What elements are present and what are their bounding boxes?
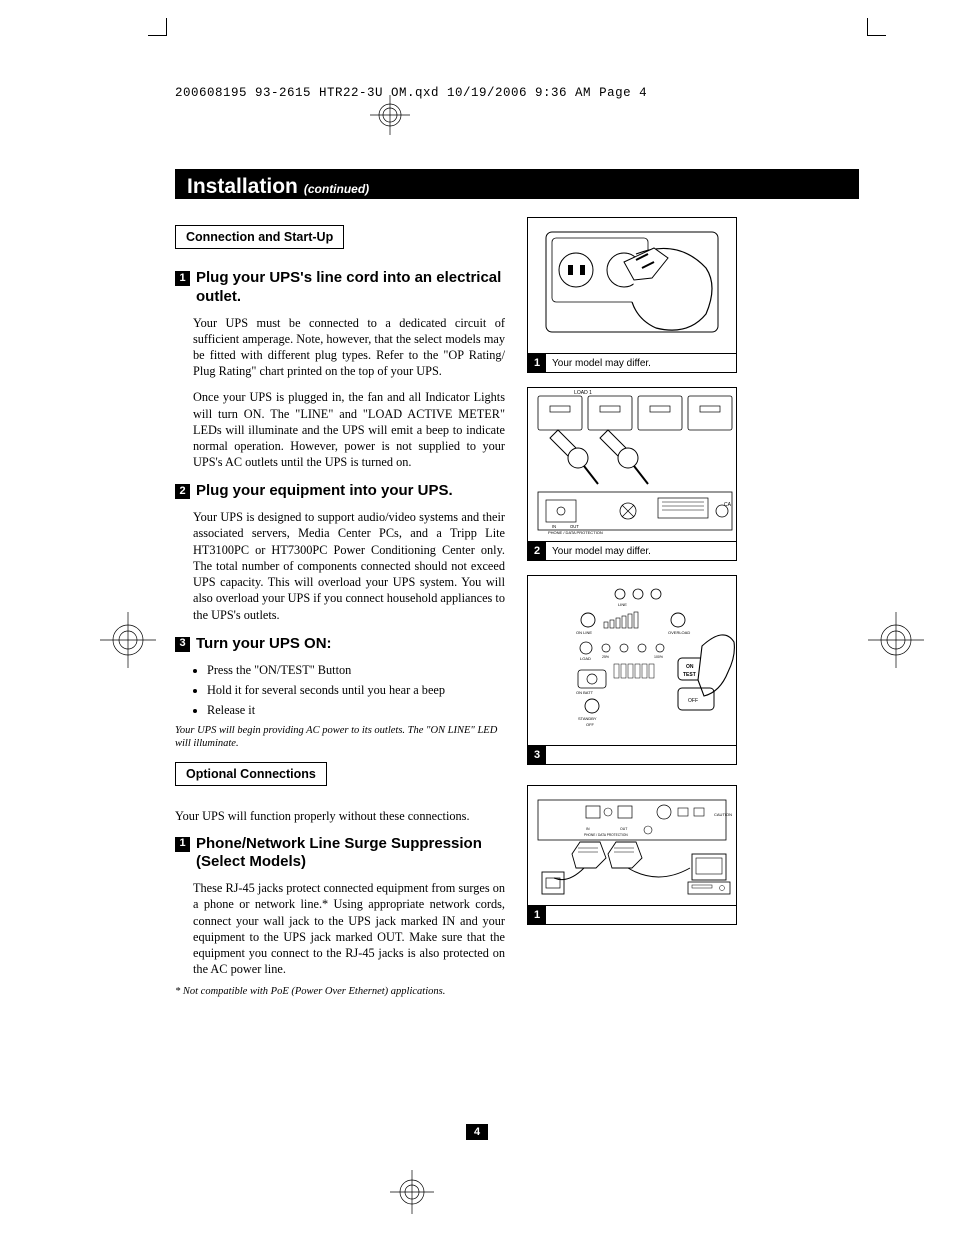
figure-number-badge: 1 <box>528 906 546 924</box>
step-2-para: Your UPS is designed to support audio/vi… <box>193 509 505 623</box>
figure-3-illustration: LINE ON LINE OVERLOAD <box>528 576 736 740</box>
figure-number-badge: 3 <box>528 746 546 764</box>
opt-1-title: Phone/Network Line Surge Suppression (Se… <box>196 835 505 873</box>
figure-1-caption: 1 Your model may differ. <box>528 353 736 372</box>
figure-2-caption: 2 Your model may differ. <box>528 541 736 560</box>
step-number-badge: 1 <box>175 837 190 852</box>
svg-text:PHONE / DATA PROTECTION: PHONE / DATA PROTECTION <box>548 530 603 535</box>
section-header-bar: Installation (continued) <box>175 169 859 199</box>
step-1-para-1: Your UPS must be connected to a dedicate… <box>193 315 505 380</box>
optional-intro: Your UPS will function properly without … <box>175 808 505 824</box>
figure-opt-1-caption: 1 <box>528 905 736 924</box>
bullet-item: Press the "ON/TEST" Button <box>207 662 505 678</box>
step-number-badge: 2 <box>175 484 190 499</box>
step-number-badge: 1 <box>175 271 190 286</box>
svg-text:OFF: OFF <box>586 722 595 727</box>
subhead-connection: Connection and Start-Up <box>175 225 344 249</box>
svg-text:IN: IN <box>586 827 590 831</box>
svg-text:CAUTION: CAUTION <box>714 812 732 817</box>
registration-mark-icon <box>100 612 156 668</box>
step-3-fineprint: Your UPS will begin providing AC power t… <box>175 724 505 750</box>
bullet-item: Release it <box>207 702 505 718</box>
step-number-badge: 3 <box>175 637 190 652</box>
figure-2-illustration: LOAD 1 <box>528 388 736 536</box>
svg-text:TEST: TEST <box>683 672 696 678</box>
figure-caption-text: Your model may differ. <box>546 546 651 557</box>
figure-opt-1: CAUTION IN OUT PHONE / DATA PROTECTION <box>527 785 737 925</box>
svg-text:OUT: OUT <box>570 524 579 529</box>
registration-mark-icon <box>868 612 924 668</box>
svg-text:100%: 100% <box>654 655 663 659</box>
svg-text:ON LINE: ON LINE <box>576 630 592 635</box>
figure-number-badge: 2 <box>528 542 546 560</box>
svg-text:LINE: LINE <box>618 602 627 607</box>
section-subtitle: (continued) <box>304 182 369 196</box>
opt-1-footnote: * Not compatible with PoE (Power Over Et… <box>175 985 505 998</box>
left-column: Connection and Start-Up 1 Plug your UPS'… <box>175 217 505 999</box>
step-3-bullets: Press the "ON/TEST" Button Hold it for s… <box>193 662 505 719</box>
step-3-heading: 3 Turn your UPS ON: <box>175 635 505 654</box>
page-number: 4 <box>466 1124 488 1140</box>
page-container: 200608195 93-2615 HTR22-3U OM.qxd 10/19/… <box>0 0 954 1235</box>
figure-1-illustration <box>528 218 736 348</box>
opt-1-heading: 1 Phone/Network Line Surge Suppression (… <box>175 835 505 873</box>
opt-1-para: These RJ-45 jacks protect connected equi… <box>193 880 505 977</box>
step-1-para-2: Once your UPS is plugged in, the fan and… <box>193 389 505 470</box>
figure-2: LOAD 1 <box>527 387 737 561</box>
svg-text:STANDBY: STANDBY <box>578 716 597 721</box>
svg-text:25%: 25% <box>602 655 609 659</box>
figure-1: 1 Your model may differ. <box>527 217 737 373</box>
bullet-item: Hold it for several seconds until you he… <box>207 682 505 698</box>
figure-caption-text: Your model may differ. <box>546 358 651 369</box>
svg-text:OFF: OFF <box>688 698 698 704</box>
registration-mark-icon <box>390 1170 434 1214</box>
registration-mark-icon <box>370 95 410 135</box>
slug-line: 200608195 93-2615 HTR22-3U OM.qxd 10/19/… <box>175 86 647 100</box>
figure-3-caption: 3 <box>528 745 736 764</box>
svg-text:IN: IN <box>552 524 556 529</box>
svg-text:ON: ON <box>686 664 694 670</box>
svg-text:OUT: OUT <box>620 827 628 831</box>
figure-3: LINE ON LINE OVERLOAD <box>527 575 737 765</box>
section-title: Installation <box>187 175 298 199</box>
step-2-title: Plug your equipment into your UPS. <box>196 482 453 501</box>
svg-text:LOAD: LOAD <box>580 656 591 661</box>
svg-text:OVERLOAD: OVERLOAD <box>668 630 690 635</box>
step-2-heading: 2 Plug your equipment into your UPS. <box>175 482 505 501</box>
step-3-title: Turn your UPS ON: <box>196 635 332 654</box>
svg-text:LOAD 1: LOAD 1 <box>574 390 592 396</box>
right-column: 1 Your model may differ. LOAD 1 <box>527 217 737 999</box>
figure-opt-1-illustration: CAUTION IN OUT PHONE / DATA PROTECTION <box>528 786 736 900</box>
step-1-heading: 1 Plug your UPS's line cord into an elec… <box>175 269 505 307</box>
figure-number-badge: 1 <box>528 354 546 372</box>
step-1-title: Plug your UPS's line cord into an electr… <box>196 269 505 307</box>
svg-text:CA: CA <box>724 502 732 508</box>
subhead-optional: Optional Connections <box>175 762 327 786</box>
svg-text:ON BATT: ON BATT <box>576 690 594 695</box>
svg-text:PHONE / DATA PROTECTION: PHONE / DATA PROTECTION <box>584 833 628 837</box>
content-columns: Connection and Start-Up 1 Plug your UPS'… <box>175 217 859 999</box>
